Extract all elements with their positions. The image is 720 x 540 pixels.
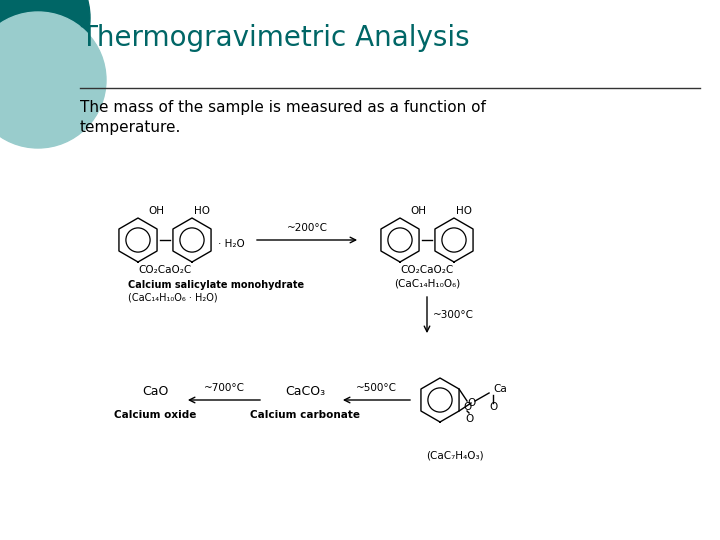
Text: (CaC₁₄H₁₀O₆): (CaC₁₄H₁₀O₆) [394, 278, 460, 288]
Circle shape [0, 12, 106, 148]
Text: OH: OH [148, 206, 164, 216]
Text: Ca: Ca [493, 384, 507, 394]
Text: CO₂CaO₂C: CO₂CaO₂C [138, 265, 192, 275]
Text: CaO: CaO [142, 385, 168, 398]
Text: O: O [489, 402, 498, 412]
Text: Calcium salicylate monohydrate: Calcium salicylate monohydrate [128, 280, 304, 290]
Text: O: O [463, 402, 471, 412]
Text: Calcium carbonate: Calcium carbonate [250, 410, 360, 420]
Text: O: O [467, 398, 475, 408]
Text: The mass of the sample is measured as a function of
temperature.: The mass of the sample is measured as a … [80, 100, 486, 135]
Text: ~700°C: ~700°C [204, 383, 245, 393]
Text: ~300°C: ~300°C [433, 310, 474, 320]
Text: HO: HO [194, 206, 210, 216]
Text: · H₂O: · H₂O [218, 239, 245, 249]
Text: ~200°C: ~200°C [287, 223, 328, 233]
Text: O: O [465, 414, 473, 424]
Text: Calcium oxide: Calcium oxide [114, 410, 196, 420]
Text: (CaC₇H₄O₃): (CaC₇H₄O₃) [426, 450, 484, 460]
Text: OH: OH [410, 206, 426, 216]
Text: CaCO₃: CaCO₃ [285, 385, 325, 398]
Text: CO₂CaO₂C: CO₂CaO₂C [400, 265, 454, 275]
Text: ~500°C: ~500°C [356, 383, 397, 393]
Text: (CaC₁₄H₁₀O₆ · H₂O): (CaC₁₄H₁₀O₆ · H₂O) [128, 292, 217, 302]
Text: HO: HO [456, 206, 472, 216]
Text: Thermogravimetric Analysis: Thermogravimetric Analysis [80, 24, 469, 52]
Circle shape [0, 0, 90, 90]
